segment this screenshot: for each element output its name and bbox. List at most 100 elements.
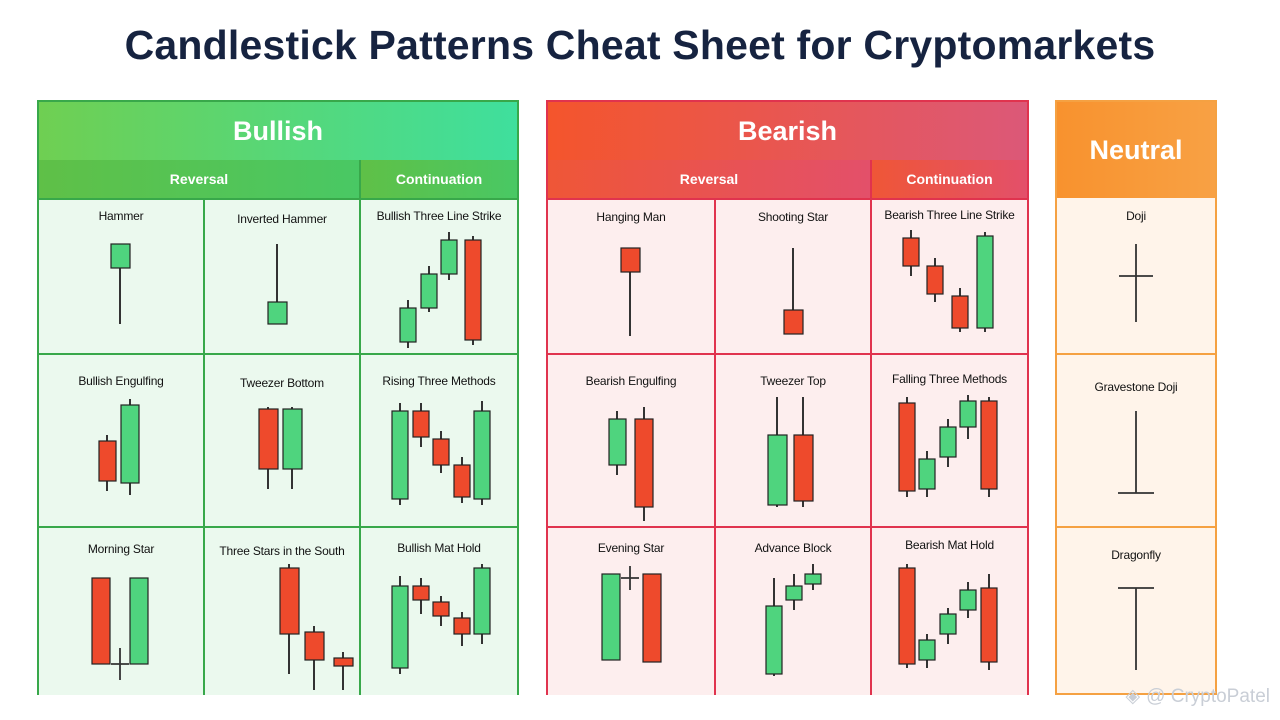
pattern-label: Hammer [98,209,144,223]
pattern-card-dragonfly: Dragonfly [1057,528,1215,693]
evening-star-candles [601,566,662,663]
tweezer-bottom-candles [258,407,303,489]
pattern-card-gravestone-doji: Gravestone Doji [1057,355,1215,528]
pattern-card-morning-star: Morning Star [39,528,205,695]
inverted-hammer-candles [267,244,288,325]
pattern-card-advance-block: Advance Block [716,528,872,695]
watermark: ◈ @ CryptoPatel [1126,685,1270,708]
pattern-card-bullish-three-line-strike: Bullish Three Line Strike [361,200,517,355]
advance-block-candles [765,564,822,676]
bearish-mat-hold-candles [898,564,998,670]
bear-candle [412,410,430,438]
bull-candle [976,235,994,329]
bearish-three-line-strike-candles [902,230,994,332]
bull-candle [767,434,788,506]
bullish-header: Bullish [39,102,517,162]
bearish-panel: Bearish Reversal Continuation Hanging Ma… [546,100,1029,695]
pattern-label: Doji [1126,209,1146,223]
bull-candle [391,410,409,500]
bear-candle [620,247,641,273]
bear-candle [898,567,916,665]
bearish-continuation-header: Continuation [872,160,1027,200]
pattern-label: Evening Star [597,541,665,555]
bull-candle [282,408,303,470]
dragonfly-candles [1118,587,1154,670]
hammer-candles [110,243,131,324]
diamond-logo-icon: ◈ [1125,686,1141,707]
bear-candle [304,631,325,661]
pattern-label: Bearish Three Line Strike [884,208,1015,222]
bull-candle [608,418,627,466]
pattern-card-bearish-three-line-strike: Bearish Three Line Strike [872,200,1027,355]
pattern-label: Falling Three Methods [892,372,1007,386]
pattern-card-tweezer-bottom: Tweezer Bottom [205,355,361,528]
pattern-label: Shooting Star [757,210,829,224]
pattern-card-bullish-mat-hold: Bullish Mat Hold [361,528,517,695]
bullish-three-line-strike-candles [399,232,482,348]
morning-star-candles [91,577,149,680]
bearish-reversal-header: Reversal [548,160,872,200]
pattern-label: Tweezer Top [760,374,826,388]
bear-candle [91,577,111,665]
pattern-label: Bullish Engulfing [78,374,164,388]
bullish-continuation-header: Continuation [361,160,517,200]
bearish-engulfing-candles [608,407,654,521]
bear-candle [980,400,998,490]
bull-candle [440,239,458,275]
bear-candle [926,265,944,295]
bear-candle [453,464,471,498]
pattern-card-falling-three-methods: Falling Three Methods [872,355,1027,528]
pattern-label: Three Stars in the South [219,544,345,558]
bear-candle [258,408,279,470]
bullish-mat-hold-candles [391,564,491,674]
shooting-star-candles [783,248,804,335]
pattern-label: Advance Block [754,541,832,555]
bull-candle [473,567,491,635]
pattern-card-evening-star: Evening Star [548,528,716,695]
doji-candles [1119,244,1153,322]
bull-candle [959,589,977,611]
bull-candle [785,585,803,601]
three-stars-in-the-south-candles [279,564,354,690]
bull-candle [765,605,783,675]
bull-candle [420,273,438,309]
pattern-card-hanging-man: Hanging Man [548,200,716,355]
bull-candle [399,307,417,343]
bullish-panel: Bullish Reversal Continuation Hammer Inv… [37,100,519,695]
pattern-label: Bearish Mat Hold [905,538,994,552]
pattern-card-bearish-mat-hold: Bearish Mat Hold [872,528,1027,695]
bullish-reversal-header: Reversal [39,160,361,200]
bear-candle [412,585,430,601]
bear-candle [783,309,804,335]
page-title: Candlestick Patterns Cheat Sheet for Cry… [124,22,1156,68]
bear-candle [951,295,969,329]
bull-candle [473,410,491,500]
pattern-card-inverted-hammer: Inverted Hammer [205,200,361,355]
pattern-label: Bullish Mat Hold [397,541,481,555]
pattern-label: Bullish Three Line Strike [376,209,502,223]
watermark-text: @ CryptoPatel [1146,685,1270,707]
falling-three-methods-candles [898,395,998,497]
bearish-header: Bearish [548,102,1027,162]
pattern-label: Rising Three Methods [382,374,496,388]
bear-candle [793,434,814,502]
bear-candle [453,617,471,635]
pattern-label: Bearish Engulfing [585,374,677,388]
bull-candle [120,404,140,484]
pattern-card-rising-three-methods: Rising Three Methods [361,355,517,528]
neutral-header: Neutral [1057,102,1215,200]
bull-candle [959,400,977,428]
pattern-card-bullish-engulfing: Bullish Engulfing [39,355,205,528]
bear-candle [898,402,916,492]
tweezer-top-candles [767,397,814,507]
bull-candle [918,458,936,490]
pattern-card-three-stars-in-the-south: Three Stars in the South [205,528,361,695]
bull-candle [804,573,822,585]
bear-candle [634,418,654,508]
pattern-label: Hanging Man [596,210,666,224]
pattern-label: Tweezer Bottom [240,376,324,390]
gravestone-doji-candles [1118,411,1154,494]
pattern-label: Dragonfly [1111,548,1161,562]
pattern-card-shooting-star: Shooting Star [716,200,872,355]
bear-candle [279,567,300,635]
